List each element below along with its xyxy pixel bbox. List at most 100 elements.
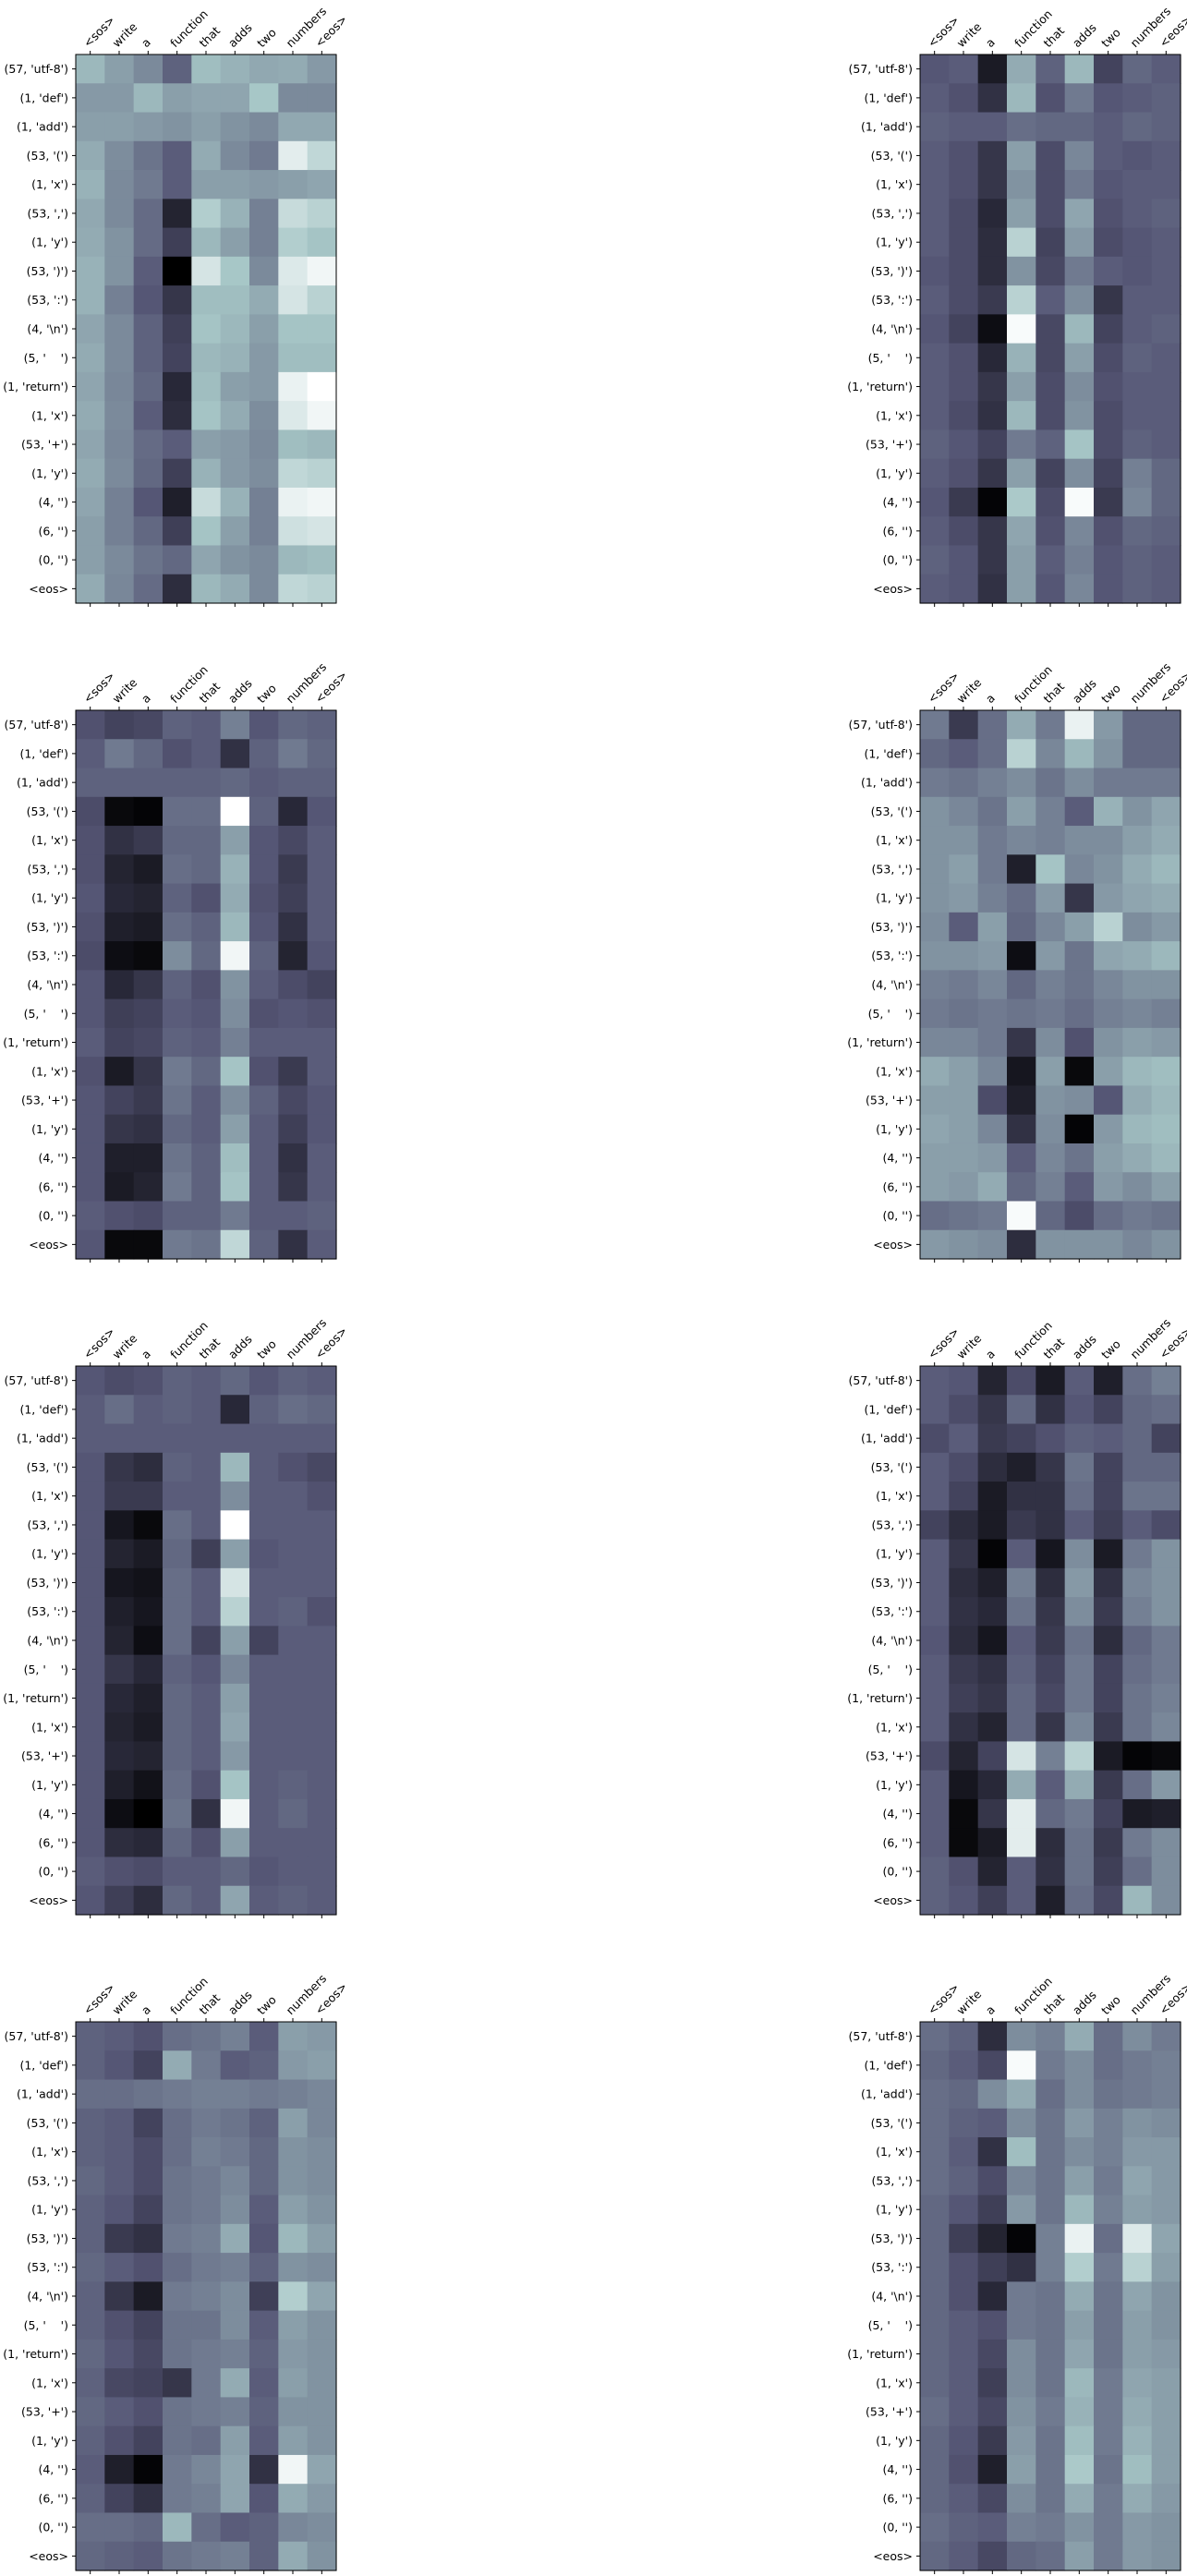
heatmap-cell [163, 1366, 192, 1396]
heatmap-cell [1064, 1741, 1095, 1772]
heatmap-cell [220, 2195, 250, 2225]
heatmap-cell [949, 768, 979, 798]
y-tick-label: <eos> [29, 1893, 68, 1907]
heatmap-cell [163, 1539, 192, 1569]
y-tick-label: (1, 'y') [31, 2434, 68, 2448]
heatmap-cell [133, 285, 164, 315]
heatmap-cell [249, 1828, 279, 1858]
heatmap-cell [104, 883, 135, 913]
heatmap-cell [1036, 883, 1066, 913]
heatmap-cell [1151, 2281, 1181, 2312]
heatmap-cell [191, 2541, 222, 2571]
heatmap-cell [1036, 516, 1066, 547]
heatmap-cell [920, 1828, 950, 1858]
heatmap-cell [133, 2195, 164, 2225]
heatmap-cell [278, 2223, 309, 2254]
heatmap-cell [163, 768, 192, 798]
heatmap-cell [249, 2253, 279, 2282]
heatmap-cell [920, 256, 950, 286]
heatmap-panel-row3-right: (57, 'utf-8')(1, 'def')(1, 'add')(53, '(… [847, 1315, 1187, 1918]
heatmap-cell [278, 912, 309, 942]
heatmap-cell [278, 1114, 309, 1144]
heatmap-cell [1064, 1482, 1095, 1511]
heatmap-cell [920, 1654, 950, 1685]
heatmap-cell [133, 429, 164, 460]
heatmap-cell [977, 1395, 1008, 1425]
heatmap-cell [1007, 2223, 1036, 2254]
heatmap-cell [163, 401, 192, 431]
heatmap-cell [104, 1172, 135, 1203]
heatmap-cell [1122, 574, 1153, 604]
heatmap-cell [1094, 199, 1123, 229]
heatmap-cell [191, 739, 222, 769]
heatmap-cell [949, 1027, 979, 1058]
heatmap-cell [307, 2368, 337, 2399]
heatmap-cell [278, 710, 309, 740]
heatmap-cell [1007, 112, 1036, 142]
heatmap-cell [977, 2484, 1008, 2514]
heatmap-cell [949, 285, 979, 315]
heatmap-cell [1064, 1172, 1095, 1203]
heatmap-cell [949, 429, 979, 460]
heatmap-cell [163, 458, 192, 489]
heatmap-panel-row2-right: (57, 'utf-8')(1, 'def')(1, 'add')(53, '(… [847, 659, 1187, 1263]
heatmap-cell [1007, 1741, 1036, 1772]
heatmap-cell [949, 2281, 979, 2312]
heatmap-cell [1151, 1482, 1181, 1511]
heatmap-cell [1151, 912, 1181, 942]
y-tick-label: (53, '(') [27, 1460, 68, 1474]
heatmap-cell [191, 2454, 222, 2485]
heatmap-cell [163, 1057, 192, 1087]
heatmap-cell [1036, 1567, 1066, 1598]
heatmap-cell [1007, 2339, 1036, 2369]
heatmap-cell [920, 343, 950, 373]
heatmap-cell [307, 1654, 337, 1685]
y-tick-label: (53, '+') [866, 1094, 913, 1107]
heatmap-cell [104, 314, 135, 345]
heatmap-cell [1007, 2310, 1036, 2340]
heatmap-cell [220, 487, 250, 517]
heatmap-cell [977, 2166, 1008, 2196]
heatmap-cell [133, 1798, 164, 1829]
heatmap-cell [977, 1452, 1008, 1482]
heatmap-cell [949, 1229, 979, 1260]
heatmap-cell [920, 1885, 950, 1916]
y-tick-label: (53, ':') [871, 293, 913, 307]
y-tick-label: (4, '') [882, 495, 913, 509]
heatmap-cell [949, 1085, 979, 1116]
heatmap-cell [1122, 1856, 1153, 1887]
heatmap-cell [949, 941, 979, 971]
heatmap-cell [1036, 458, 1066, 489]
y-tick-label: (1, 'y') [31, 1122, 68, 1136]
heatmap-cell [1007, 343, 1036, 373]
heatmap-cell [76, 1172, 105, 1203]
heatmap-cell [191, 140, 222, 171]
heatmap-cell [307, 2253, 337, 2282]
heatmap-cell [1064, 739, 1095, 769]
heatmap-cell [949, 574, 979, 604]
heatmap-cell [949, 2108, 979, 2138]
heatmap-cell [76, 2310, 105, 2340]
heatmap-cell [1122, 1423, 1153, 1454]
heatmap-cell [1151, 2541, 1181, 2571]
heatmap-cell [1151, 2253, 1181, 2282]
heatmap-cell [191, 2310, 222, 2340]
heatmap-cell [977, 1201, 1008, 1231]
heatmap-cell [1122, 796, 1153, 827]
heatmap-cell [307, 545, 337, 575]
heatmap-cell [133, 2108, 164, 2138]
heatmap-cell [220, 2108, 250, 2138]
heatmap-cell [220, 1856, 250, 1887]
heatmap-cell [920, 516, 950, 547]
heatmap-cell [220, 883, 250, 913]
heatmap-cell [76, 1057, 105, 1087]
heatmap-cell [1064, 1828, 1095, 1858]
heatmap-cell [1122, 1114, 1153, 1144]
heatmap-cell [949, 1423, 979, 1454]
y-tick-label: (4, '\n') [871, 322, 913, 336]
heatmap-cell [1151, 941, 1181, 971]
heatmap-cell [133, 1366, 164, 1396]
y-tick-label: (1, 'def') [19, 746, 68, 760]
heatmap-cell [163, 1828, 192, 1858]
heatmap-cell [1094, 112, 1123, 142]
